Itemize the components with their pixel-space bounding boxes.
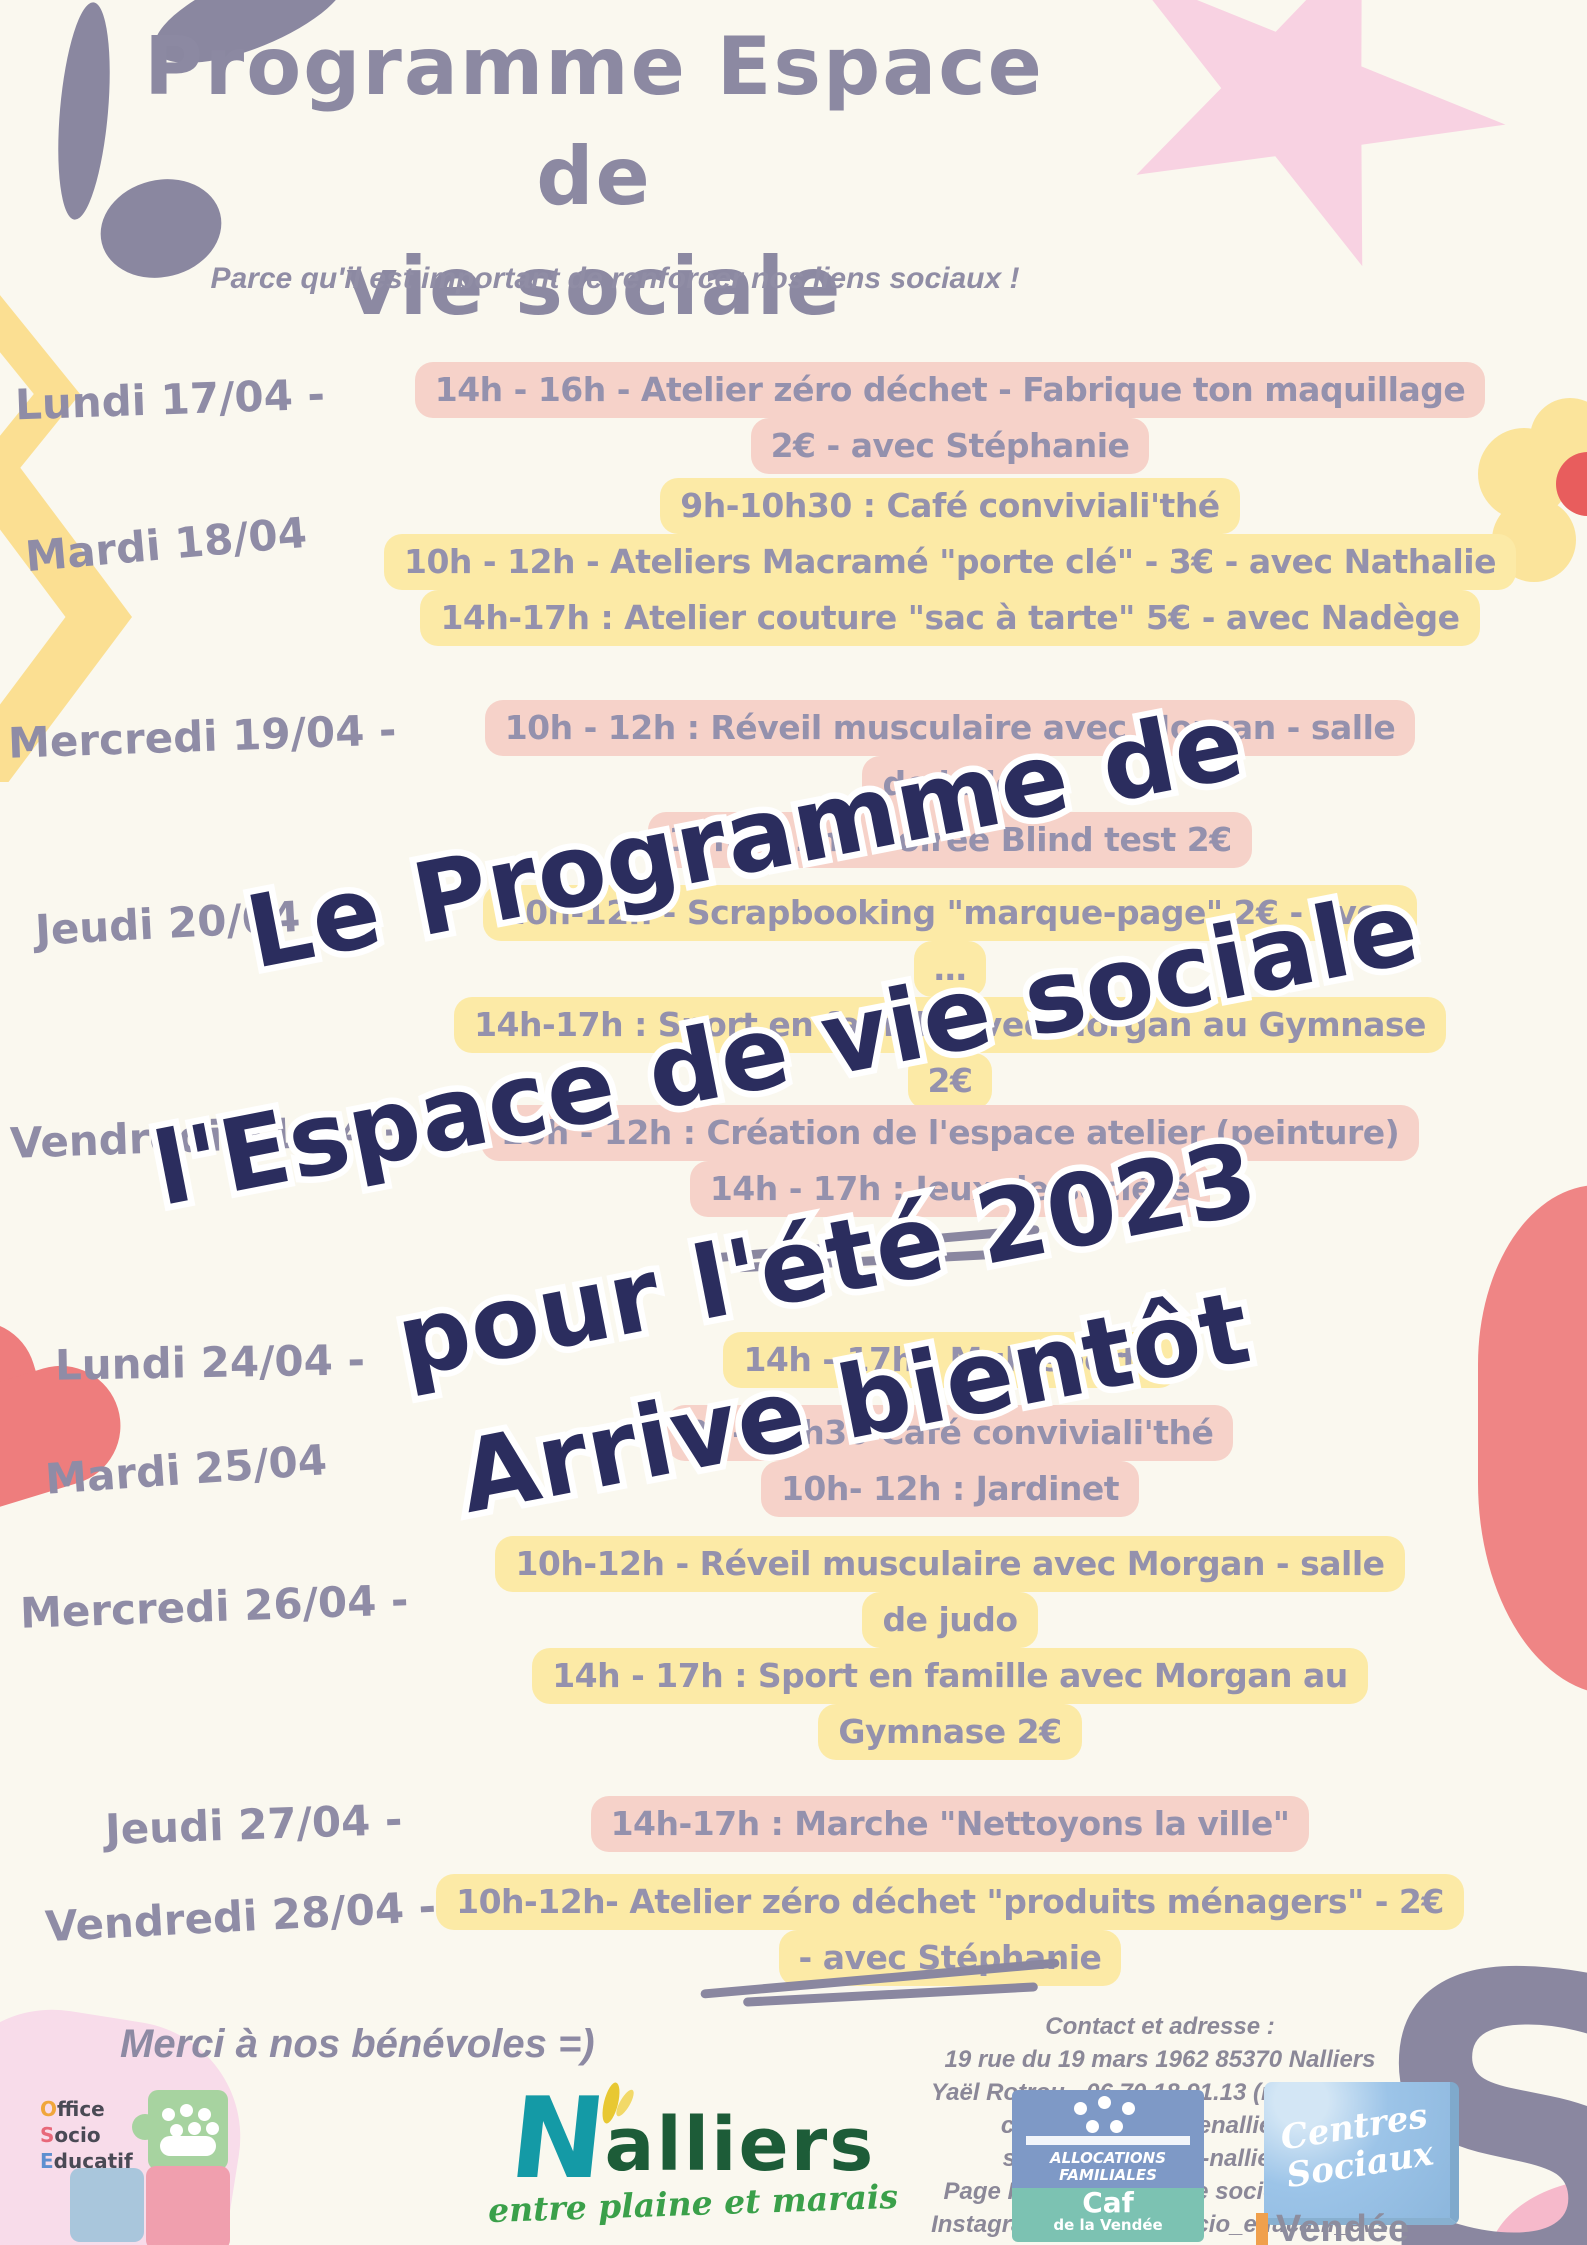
contact-heading: Contact et adresse : [1045,2013,1275,2040]
schedule-items: 10h-12h- Atelier zéro déchet "produits m… [380,1874,1520,1986]
schedule-item: de judo [862,756,1038,812]
nalliers-wordmark: N alliers [408,2074,978,2204]
caf-region: de la Vendée [1053,2216,1163,2234]
page-title-line2: vie sociale [345,240,843,333]
schedule-items: 10h-12h - Réveil musculaire avec Morgan … [380,1536,1520,1760]
schedule-items: 10h - 12h : Réveil musculaire avec Morga… [380,700,1520,868]
schedule-items: 10h - 12h : Création de l'espace atelier… [380,1105,1520,1217]
schedule-item: de judo [862,1592,1038,1648]
caf-logo-bottom: Caf de la Vendée [1012,2188,1204,2242]
schedule-items: 14h-17h : Marche "Nettoyons la ville" [380,1796,1520,1852]
schedule-items: 14h - 17h - Multisports [380,1332,1520,1388]
contact-address: 19 rue du 19 mars 1962 85370 Nalliers [944,2046,1376,2073]
schedule-item: 14h-17h : Atelier couture "sac à tarte" … [420,590,1480,646]
schedule-item: 19h - 21h : Soirée Blind test 2€ [648,812,1252,868]
schedule-item: 10h - 12h : Réveil musculaire avec Morga… [484,700,1416,756]
page-title: Programme Espace de vie sociale [94,12,1094,342]
schedule-item: 10h-12h - Scrapbooking "marque-page" 2€ … [482,885,1418,941]
nalliers-name: alliers [604,2102,876,2188]
cube-icon: Centres Sociaux [1264,2082,1459,2225]
centres-sociaux-region-row: Vendée [1256,2208,1409,2245]
caf-caption-line2: FAMILIALES [1059,2166,1157,2184]
schedule-item: 9h-10h30 : Café conviviali'thé [660,478,1240,534]
schedule-date: Vendredi 21/04 - [9,1105,402,1168]
caf-band-icon [1026,2136,1190,2145]
schedule-items: 9h-10h30 : Café conviviali'thé 10h - 12h… [380,478,1520,646]
schedule-item: 10h- 12h : Jardinet [760,1461,1140,1517]
schedule-item: 10h - 12h : Création de l'espace atelier… [480,1105,1420,1161]
schedule-date: Lundi 17/04 - [14,369,326,430]
schedule-date: Vendredi 28/04 - [43,1881,438,1952]
schedule-item: 2€ - avec Stéphanie [750,418,1150,474]
nalliers-initial: N [503,2074,612,2204]
schedule-items: 9h- 10h30 Café conviviali'thé 10h- 12h :… [380,1405,1520,1517]
ose-logo: Office Socio Educatif [40,2086,270,2245]
schedule-date: Jeudi 27/04 - [104,1794,404,1855]
page-title-line1: Programme Espace de [144,20,1044,223]
centres-region: Vendée [1276,2208,1410,2245]
schedule-item: 2€ [907,1053,993,1109]
caf-caption: ALLOCATIONS FAMILIALES [1012,2150,1204,2184]
family-icon [1074,2102,1087,2115]
schedule-date: Jeudi 20/04 - [33,890,334,955]
puzzle-piece-icon [70,2168,144,2242]
schedule-item: - avec Stéphanie [778,1930,1122,1986]
ose-logo-text: Office Socio Educatif [40,2096,133,2174]
schedule-item: … [913,941,987,997]
caf-logo: ALLOCATIONS FAMILIALES Caf de la Vendée [1012,2090,1204,2242]
centres-sociaux-logo: Centres Sociaux Vendée [1250,2082,1495,2245]
schedule-date: Lundi 24/04 - [54,1335,366,1390]
caf-logo-top: ALLOCATIONS FAMILIALES [1012,2090,1204,2188]
scribble-underline-icon [695,1224,1040,1273]
schedule-date: Mercredi 26/04 - [19,1575,410,1638]
schedule-item: 10h-12h - Réveil musculaire avec Morgan … [495,1536,1405,1592]
schedule-item: 14h-17h : Sport en famille avec Morgan a… [454,997,1446,1053]
schedule-item: 10h-12h- Atelier zéro déchet "produits m… [436,1874,1464,1930]
puzzle-piece-icon [148,2090,228,2170]
subtitle: Parce qu'il est important de renforcer n… [210,262,1020,295]
scribble-underline-icon [700,1958,1060,2007]
centres-sociaux-script: Centres Sociaux [1259,2094,1455,2198]
nalliers-logo: N alliers entre plaine et marais [408,2074,978,2242]
caf-name: Caf [1082,2186,1134,2219]
puzzle-piece-icon [146,2166,230,2245]
schedule-item: 10h - 12h - Ateliers Macramé "porte clé"… [383,534,1516,590]
schedule-item: 14h - 16h - Atelier zéro déchet - Fabriq… [414,362,1486,418]
people-icon [162,2108,175,2121]
schedule-item: 14h - 17h - Multisports [723,1332,1177,1388]
schedule-item: 14h - 17h : Sport en famille avec Morgan… [532,1648,1368,1704]
schedule-date: Mercredi 19/04 - [7,705,398,768]
ose-word-office: Office [40,2097,105,2121]
schedule-item: 14h-17h : Marche "Nettoyons la ville" [590,1796,1310,1852]
schedule-items: 14h - 16h - Atelier zéro déchet - Fabriq… [380,362,1520,474]
caf-caption-line1: ALLOCATIONS [1049,2149,1167,2167]
schedule-item: Gymnase 2€ [818,1704,1082,1760]
ose-word-socio: Socio [40,2123,101,2147]
schedule-items: 10h-12h - Scrapbooking "marque-page" 2€ … [380,885,1520,1109]
schedule-item: 14h - 17h : Jeux de société [689,1161,1211,1217]
schedule-item: 9h- 10h30 Café conviviali'thé [666,1405,1234,1461]
schedule-date: Mardi 18/04 [23,507,309,582]
people-icon [160,2136,216,2156]
orange-bar-icon [1256,2212,1268,2245]
thanks-note: Merci à nos bénévoles =) [120,2022,595,2066]
